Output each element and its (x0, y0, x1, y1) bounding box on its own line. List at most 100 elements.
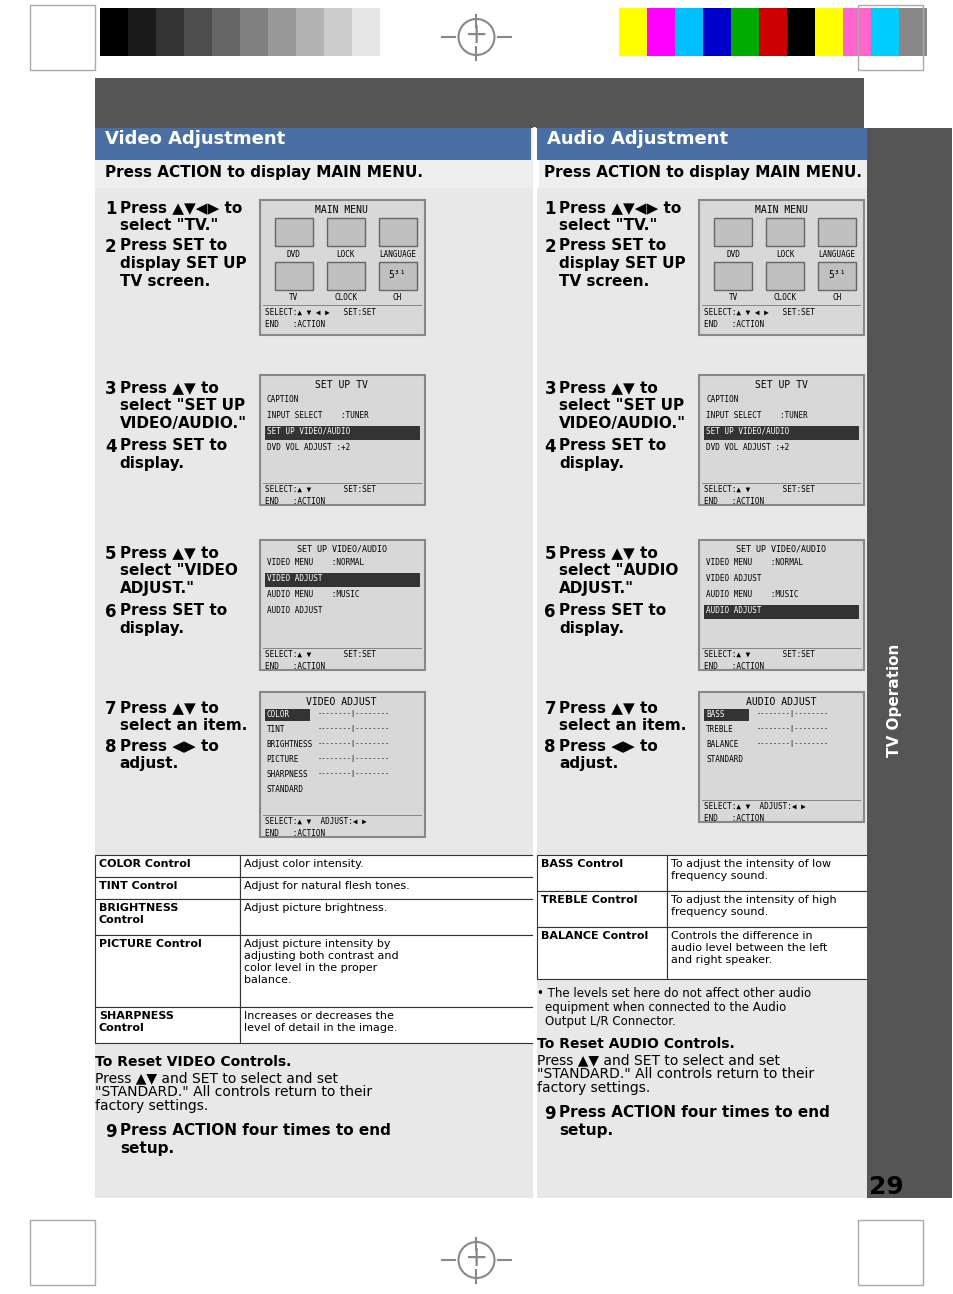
Text: Adjust color intensity.: Adjust color intensity. (243, 859, 363, 870)
Bar (537, 892, 666, 927)
Text: SELECT:▲ ▼       SET:SET: SELECT:▲ ▼ SET:SET (703, 485, 815, 494)
Text: VIDEO MENU    :NORMAL: VIDEO MENU :NORMAL (267, 558, 363, 567)
Bar (128, 8, 155, 56)
Text: "STANDARD." All controls return to their: "STANDARD." All controls return to their (537, 1068, 814, 1080)
Text: 5³¹: 5³¹ (827, 270, 845, 280)
Text: LOCK: LOCK (336, 250, 355, 259)
Text: setup.: setup. (120, 1141, 173, 1156)
Bar (730, 8, 759, 56)
Text: Press ▲▼ and SET to select and set: Press ▲▼ and SET to select and set (537, 1053, 780, 1068)
Text: SHARPNESS: SHARPNESS (99, 1011, 173, 1021)
Text: SET UP VIDEO/AUDIO: SET UP VIDEO/AUDIO (296, 545, 386, 554)
Bar (94, 128, 534, 1198)
Bar (699, 375, 863, 505)
Text: END   :ACTION: END :ACTION (703, 497, 763, 506)
Bar (699, 692, 863, 822)
Bar (239, 936, 534, 1007)
Text: 5³¹: 5³¹ (389, 270, 406, 280)
Text: BRIGHTNESS: BRIGHTNESS (99, 903, 178, 914)
Text: Press ▲▼ to: Press ▲▼ to (120, 700, 218, 716)
Text: Control: Control (99, 915, 145, 925)
Text: TV: TV (728, 292, 737, 302)
Text: LANGUAGE: LANGUAGE (378, 250, 416, 259)
Text: select "TV.": select "TV." (120, 217, 218, 233)
Bar (259, 375, 424, 505)
Text: SELECT:▲ ▼       SET:SET: SELECT:▲ ▼ SET:SET (703, 650, 815, 659)
Text: END   :ACTION: END :ACTION (264, 663, 325, 672)
Bar (538, 128, 908, 1198)
Text: and right speaker.: and right speaker. (671, 955, 772, 965)
Text: Press ▲▼ to: Press ▲▼ to (558, 545, 658, 560)
Text: Press ▲▼◀▶ to: Press ▲▼◀▶ to (120, 201, 242, 215)
Bar (323, 8, 352, 56)
Text: LANGUAGE: LANGUAGE (818, 250, 855, 259)
Text: Press ACTION four times to end: Press ACTION four times to end (558, 1105, 829, 1121)
Text: select "SET UP: select "SET UP (558, 399, 684, 413)
Text: BALANCE Control: BALANCE Control (541, 930, 648, 941)
Text: CLOCK: CLOCK (773, 292, 796, 302)
Bar (814, 8, 842, 56)
Text: Press ▲▼ to: Press ▲▼ to (120, 380, 218, 395)
Text: SET UP VIDEO/AUDIO: SET UP VIDEO/AUDIO (705, 427, 789, 436)
Text: SELECT:▲ ▼       SET:SET: SELECT:▲ ▼ SET:SET (264, 485, 375, 494)
Text: frequency sound.: frequency sound. (671, 907, 768, 917)
Text: TREBLE Control: TREBLE Control (541, 895, 638, 905)
Text: Press SET to: Press SET to (120, 437, 227, 453)
Bar (94, 855, 239, 877)
Text: LOCK: LOCK (775, 250, 794, 259)
Bar (666, 855, 908, 892)
Text: 4: 4 (105, 437, 116, 455)
Bar (818, 261, 855, 290)
Text: DVD: DVD (725, 250, 740, 259)
Bar (30, 5, 94, 70)
Text: factory settings.: factory settings. (94, 1099, 208, 1113)
Text: 8: 8 (105, 738, 116, 756)
Text: SELECT:▲ ▼  ADJUST:◀ ▶: SELECT:▲ ▼ ADJUST:◀ ▶ (264, 817, 366, 826)
Bar (647, 8, 675, 56)
Text: Press ▲▼ to: Press ▲▼ to (558, 700, 658, 716)
Text: --------|--------: --------|-------- (757, 710, 828, 717)
Text: TINT: TINT (267, 725, 285, 734)
Bar (295, 8, 323, 56)
Bar (378, 217, 416, 246)
Bar (274, 217, 313, 246)
Bar (268, 8, 295, 56)
Text: VIDEO ADJUST: VIDEO ADJUST (705, 575, 760, 584)
Text: Press SET to: Press SET to (558, 437, 666, 453)
Text: TINT Control: TINT Control (99, 881, 177, 892)
Bar (100, 8, 128, 56)
Bar (703, 709, 748, 721)
Text: BALANCE: BALANCE (705, 740, 738, 749)
Bar (759, 8, 786, 56)
Bar (94, 899, 239, 936)
Text: setup.: setup. (558, 1123, 613, 1137)
Text: --------|--------: --------|-------- (317, 754, 390, 762)
Text: INPUT SELECT    :TUNER: INPUT SELECT :TUNER (267, 411, 368, 421)
Bar (857, 1220, 923, 1285)
Text: BRIGHTNESS: BRIGHTNESS (267, 740, 313, 749)
Text: AUDIO MENU    :MUSIC: AUDIO MENU :MUSIC (267, 590, 359, 599)
Text: Video Adjustment: Video Adjustment (105, 129, 285, 148)
Text: equipment when connected to the Audio: equipment when connected to the Audio (545, 1002, 786, 1014)
Text: END   :ACTION: END :ACTION (703, 663, 763, 672)
Bar (898, 8, 926, 56)
Text: 9: 9 (544, 1105, 556, 1123)
Bar (264, 709, 310, 721)
Text: 3: 3 (544, 380, 556, 399)
Bar (818, 217, 855, 246)
Text: PICTURE Control: PICTURE Control (99, 939, 201, 949)
Text: --------|--------: --------|-------- (757, 725, 828, 732)
Bar (155, 8, 184, 56)
Text: 5: 5 (105, 545, 116, 563)
Text: display.: display. (558, 455, 624, 471)
Text: VIDEO MENU    :NORMAL: VIDEO MENU :NORMAL (705, 558, 802, 567)
Text: CAPTION: CAPTION (705, 395, 738, 404)
Text: END   :ACTION: END :ACTION (703, 814, 763, 823)
Text: • The levels set here do not affect other audio: • The levels set here do not affect othe… (537, 987, 811, 1000)
Text: AUDIO ADJUST: AUDIO ADJUST (745, 697, 816, 707)
Bar (703, 606, 858, 619)
Text: 5: 5 (544, 545, 556, 563)
Bar (352, 8, 379, 56)
Bar (94, 128, 531, 160)
Text: 1: 1 (544, 201, 556, 217)
